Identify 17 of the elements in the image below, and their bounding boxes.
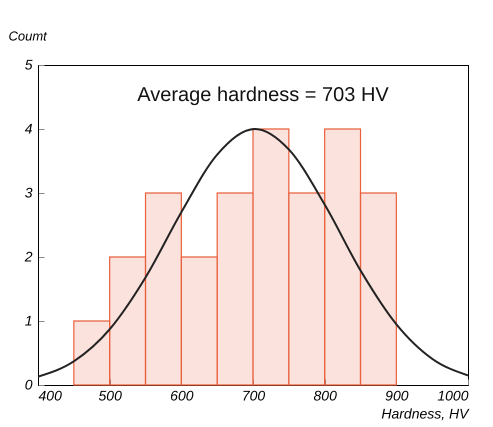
- x-tick-label: 1000: [437, 388, 469, 404]
- x-tick-label: 700: [242, 388, 266, 404]
- x-tick-label: 900: [385, 388, 409, 404]
- x-tick-label: 500: [98, 388, 122, 404]
- x-tick-label: 600: [170, 388, 194, 404]
- y-tick-label: 2: [24, 248, 33, 264]
- y-tick-label: 0: [24, 376, 33, 392]
- y-tick-label: 1: [24, 312, 32, 328]
- y-tick-label: 4: [24, 120, 33, 136]
- x-axis-title: Hardness, HV: [381, 406, 470, 422]
- x-tick-label: 800: [313, 388, 338, 404]
- y-tick-label: 5: [24, 56, 33, 72]
- y-tick-label: 3: [24, 184, 33, 200]
- annotation: Average hardness = 703 HV: [137, 84, 390, 106]
- line-series: [38, 128, 468, 378]
- y-axis-title: Coumt: [8, 28, 48, 44]
- x-tick-label: 400: [38, 388, 62, 404]
